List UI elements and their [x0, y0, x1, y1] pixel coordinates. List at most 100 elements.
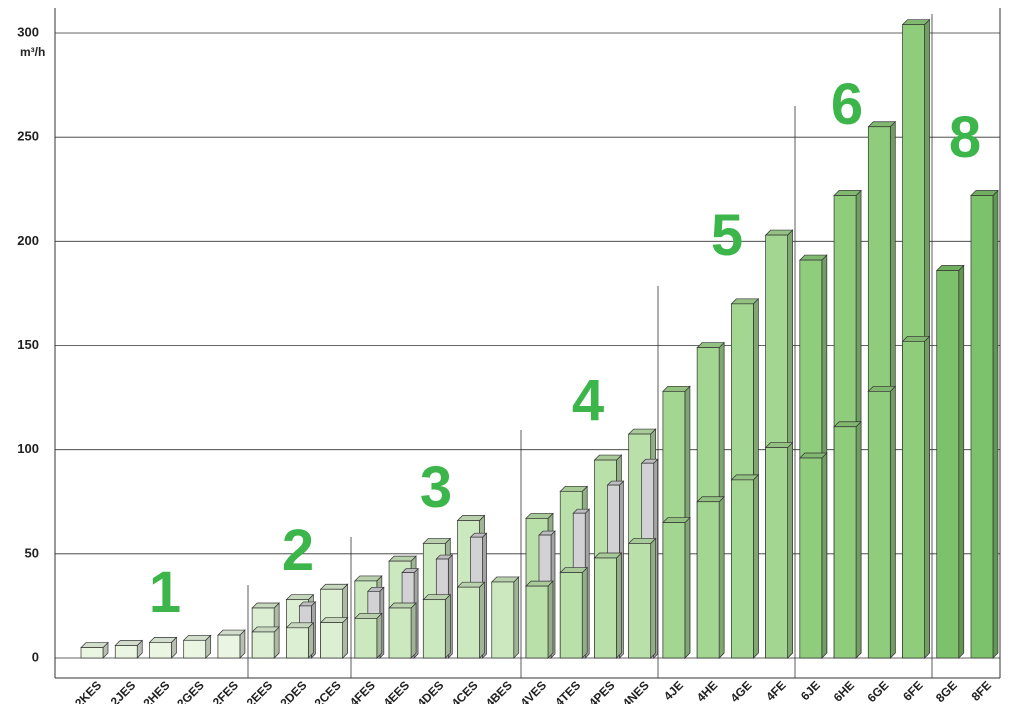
bar-top	[798, 452, 828, 459]
bar-top	[525, 513, 554, 519]
x-tick-label: 2JES	[108, 678, 139, 704]
bar	[696, 501, 720, 659]
x-tick-label: 4FE	[763, 678, 788, 703]
x-tick-label: 4EES	[381, 678, 413, 704]
x-tick-label: 6GE	[865, 678, 892, 704]
bar-side	[787, 441, 793, 659]
bar-side	[479, 581, 485, 659]
bar-top	[422, 538, 452, 544]
bar-side	[889, 385, 896, 659]
bar	[286, 627, 309, 659]
x-tick-label: 4FES	[347, 678, 378, 704]
bar-side	[444, 593, 451, 659]
bar-side	[581, 566, 588, 659]
bar	[867, 390, 891, 659]
bar-top	[593, 552, 623, 559]
bar-top	[662, 517, 691, 523]
group-label: 3	[420, 455, 452, 520]
bar-top	[798, 254, 828, 261]
bar-side	[753, 474, 759, 659]
bar-top	[388, 602, 417, 609]
group-label: 4	[572, 368, 604, 433]
bar-side	[342, 616, 348, 659]
bar-top	[525, 580, 554, 587]
x-tick-label: 6HE	[831, 678, 857, 704]
bar	[799, 457, 823, 659]
bar-top	[114, 640, 144, 646]
bar	[354, 618, 378, 659]
bar-side	[684, 516, 691, 659]
group-label: 5	[711, 203, 743, 268]
bar-top	[490, 576, 520, 583]
bar-top	[285, 622, 315, 629]
bar-top	[559, 485, 589, 492]
x-tick-label: 8GE	[933, 678, 960, 704]
bar-side	[718, 495, 725, 659]
bar-top	[867, 385, 897, 392]
x-tick-label: 2EES	[244, 678, 276, 704]
bar	[594, 557, 617, 659]
y-tick-label: 200	[17, 233, 39, 248]
bar	[833, 426, 857, 659]
bar-top	[764, 229, 794, 236]
bar	[765, 447, 788, 659]
bar-top	[559, 567, 589, 573]
x-tick-label: 6JE	[798, 678, 823, 703]
y-axis-label: m³/h	[20, 45, 45, 59]
bar	[149, 642, 172, 659]
x-tick-label: 6FE	[900, 678, 925, 703]
x-tick-label: 2GES	[174, 678, 207, 704]
group-label: 6	[831, 72, 863, 137]
x-tick-label: 4DES	[414, 678, 446, 704]
bar	[457, 586, 480, 659]
bar	[114, 645, 138, 659]
bar-top	[627, 538, 657, 544]
bar-top	[867, 121, 897, 128]
bar-top	[901, 335, 931, 342]
y-tick-label: 150	[17, 337, 39, 352]
bar	[525, 585, 549, 659]
bar-top	[970, 190, 999, 196]
bar	[80, 647, 104, 659]
bar-side	[924, 335, 930, 659]
group-label: 1	[149, 560, 181, 625]
bar-side	[821, 452, 828, 659]
bar-top	[730, 298, 760, 305]
bar	[491, 581, 515, 659]
x-tick-label: 4PES	[586, 678, 618, 704]
bar-top	[388, 555, 417, 562]
bar-side	[308, 621, 314, 659]
bar-top	[456, 515, 486, 521]
bar-side	[616, 552, 622, 659]
bar	[251, 631, 275, 659]
x-tick-label: 4HE	[694, 678, 720, 704]
x-tick-label: 4NES	[620, 678, 652, 704]
bar-side	[855, 420, 862, 659]
bar	[559, 572, 583, 659]
bar	[422, 599, 446, 659]
bar-top	[833, 421, 862, 428]
bar-side	[513, 576, 520, 659]
bar	[183, 639, 207, 659]
x-tick-label: 4GE	[728, 678, 755, 704]
x-tick-label: 4VES	[518, 678, 550, 704]
bar-side	[376, 612, 383, 659]
bar-top	[730, 474, 760, 481]
x-tick-label: 4TES	[552, 678, 583, 704]
bar-top	[901, 19, 931, 26]
bar	[388, 607, 412, 659]
bar-top	[251, 602, 280, 609]
bar-side	[958, 264, 965, 659]
y-tick-label: 0	[32, 649, 39, 664]
x-tick-label: 2HES	[141, 678, 173, 704]
bar-side	[410, 602, 417, 659]
bar-top	[80, 642, 109, 648]
bar-top	[935, 265, 965, 271]
bar-top	[182, 634, 212, 641]
bar-side	[650, 537, 657, 659]
y-tick-label: 100	[17, 441, 39, 456]
y-tick-label: 250	[17, 129, 39, 144]
bar-top	[662, 385, 691, 392]
group-label: 2	[282, 518, 314, 583]
y-tick-label: 300	[17, 24, 39, 39]
